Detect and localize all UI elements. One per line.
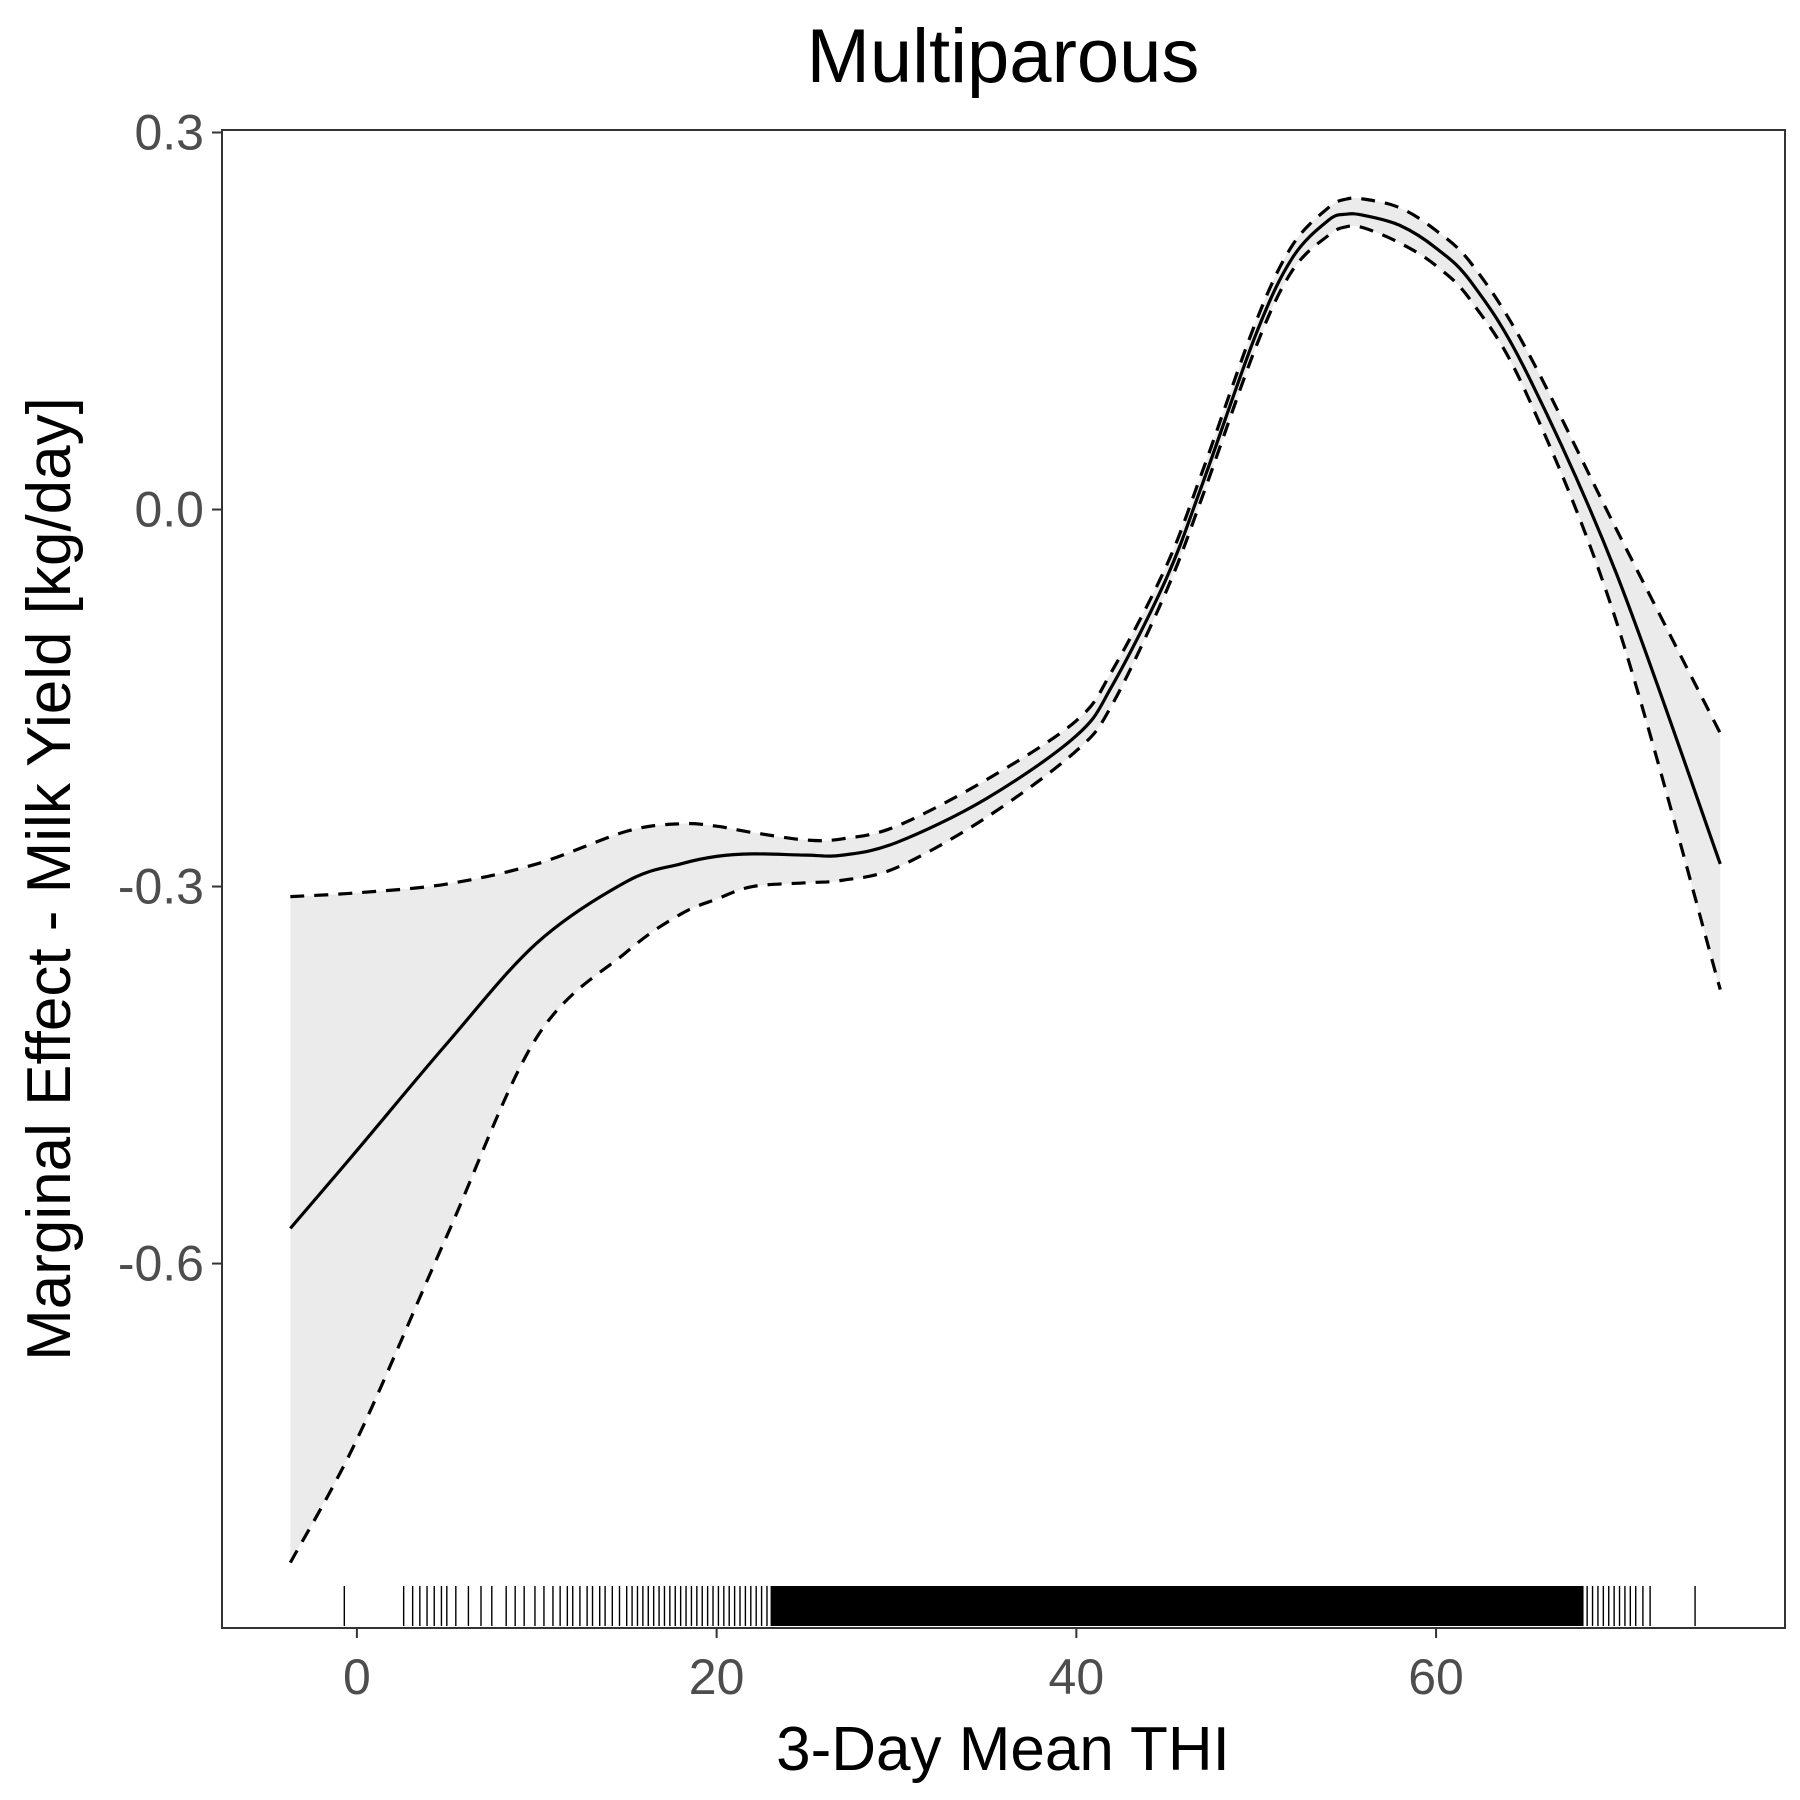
- estimate-line: [289, 212, 1722, 1230]
- y-tick-label: 0.3: [134, 105, 204, 161]
- y-tick-label: -0.6: [118, 1236, 204, 1292]
- x-axis: 0 20 40 60: [343, 1628, 1464, 1705]
- series-layer: [288, 196, 1722, 1564]
- confidence-band-layer: [290, 198, 1721, 1563]
- y-axis-title: Marginal Effect - Milk Yield [kg/day]: [15, 397, 84, 1361]
- confidence-band: [290, 198, 1721, 1563]
- chart-title: Multiparous: [807, 14, 1200, 99]
- upper-ci-line: [290, 196, 1722, 899]
- x-tick-label: 0: [343, 1649, 371, 1705]
- y-tick-label: 0.0: [134, 482, 204, 538]
- lower-ci-line: [288, 224, 1722, 1564]
- rug-dense-block: [770, 1586, 1584, 1626]
- x-tick-label: 20: [689, 1649, 745, 1705]
- x-tick-label: 40: [1049, 1649, 1105, 1705]
- rug-layer: [343, 1586, 1696, 1626]
- plot-panel-border: [221, 129, 1786, 1629]
- x-axis-title: 3-Day Mean THI: [776, 1715, 1230, 1784]
- y-tick-label: -0.3: [118, 859, 204, 915]
- x-tick-label: 60: [1408, 1649, 1464, 1705]
- y-axis: 0.3 0.0 -0.3 -0.6: [118, 105, 222, 1292]
